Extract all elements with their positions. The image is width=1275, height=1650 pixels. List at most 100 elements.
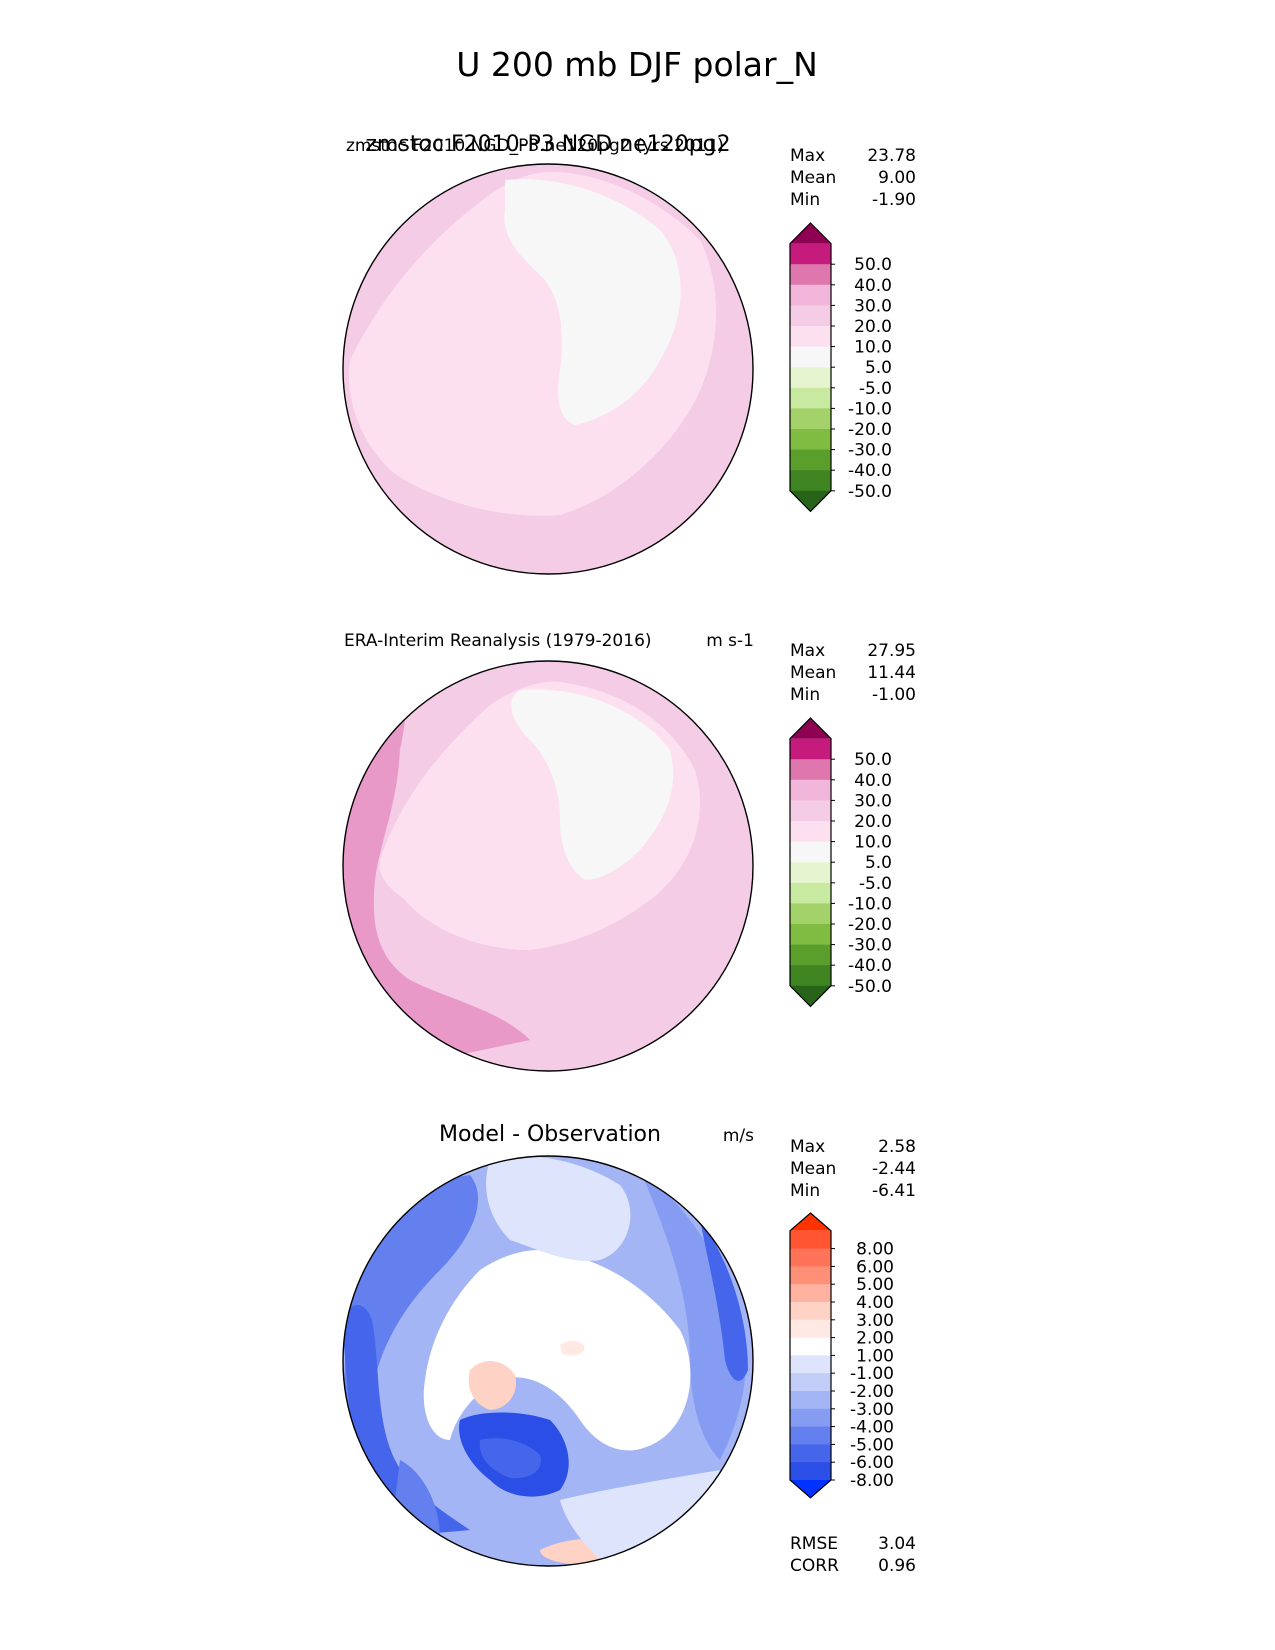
map-diff-band-s2 xyxy=(479,1438,541,1479)
colorbar-tick-label: 1.00 xyxy=(856,1346,894,1366)
colorbar-swatch xyxy=(790,1391,831,1410)
map-diff-band-se2 xyxy=(700,1220,748,1381)
stat-value: 2.58 xyxy=(878,1137,916,1157)
stats-diff: Max 2.58 Mean -2.44 Min -6.41 xyxy=(790,1137,916,1201)
colorbar-tick-label: 30.0 xyxy=(854,296,892,316)
panel-ref-units: m s-1 xyxy=(706,631,754,651)
figure-title: U 200 mb DJF polar_N xyxy=(456,45,818,84)
stats-test: Max 23.78 Mean 9.00 Min -1.90 xyxy=(790,146,916,210)
colorbar-tick-label: -50.0 xyxy=(848,482,892,502)
colorbar-tick-label: -8.00 xyxy=(850,1471,894,1491)
colorbar-swatch xyxy=(790,965,831,987)
colorbar-swatch xyxy=(790,387,831,409)
colorbar-tick-label: -20.0 xyxy=(848,420,892,440)
colorbar-swatch xyxy=(790,367,831,389)
colorbar-swatch xyxy=(790,800,831,822)
metric-value: 3.04 xyxy=(878,1534,916,1554)
stat-value: 9.00 xyxy=(878,168,916,188)
panel-test-title: zmstoc F2010 NGD_P3.ne120pg2 (yrs 2011) xyxy=(346,136,724,156)
colorbar-swatch xyxy=(790,1302,831,1321)
map-test-band-weak xyxy=(504,179,681,425)
colorbar-swatch xyxy=(790,264,831,286)
stat-value: 27.95 xyxy=(867,641,916,661)
colorbar-tick-label: 3.00 xyxy=(856,1311,894,1331)
colorbar-extend-min xyxy=(790,1480,831,1498)
colorbar-tick-label: -5.00 xyxy=(850,1435,894,1455)
map-diff xyxy=(342,1155,754,1567)
stat-value: -1.90 xyxy=(872,190,916,210)
stat-value: 11.44 xyxy=(867,663,916,683)
colorbar-extend-max xyxy=(790,718,831,739)
colorbar-swatch xyxy=(790,1319,831,1339)
colorbar-swatch xyxy=(790,284,831,306)
colorbar-tick-label: -4.00 xyxy=(850,1418,894,1438)
metric-value: 0.96 xyxy=(878,1556,916,1576)
colorbar-extend-min xyxy=(790,985,831,1007)
colorbar-swatch xyxy=(790,1337,831,1356)
stat-value: -6.41 xyxy=(872,1181,916,1201)
colorbar-swatch xyxy=(790,1355,831,1374)
colorbar-swatch xyxy=(790,862,831,884)
colorbar-swatch xyxy=(790,1408,831,1428)
colorbar-swatch xyxy=(790,243,831,265)
metric-label: CORR xyxy=(790,1556,839,1576)
stat-value: 23.78 xyxy=(867,146,916,166)
map-diff-band-pos1 xyxy=(468,1360,516,1410)
colorbar-swatch xyxy=(790,903,831,925)
colorbar-tick-label: 8.00 xyxy=(856,1240,894,1260)
colorbar-swatch xyxy=(790,1266,831,1285)
colorbar-outline xyxy=(789,1212,832,1499)
colorbar-swatch xyxy=(790,470,831,492)
colorbar-tick-label: 40.0 xyxy=(854,771,892,791)
colorbar-tick-label: 10.0 xyxy=(854,338,892,358)
colorbar-tick-label: 50.0 xyxy=(854,750,892,770)
colorbar-swatch xyxy=(790,882,831,904)
colorbar-tick-label: 4.00 xyxy=(856,1293,894,1313)
colorbar-swatch xyxy=(790,1230,831,1250)
colorbar-tick-label: -10.0 xyxy=(848,894,892,914)
colorbar-tick-label: 10.0 xyxy=(854,833,892,853)
colorbar-swatch xyxy=(790,759,831,781)
colorbar-swatch xyxy=(790,924,831,946)
colorbar-tick-label: -50.0 xyxy=(848,977,892,997)
colorbar-tick-label: 5.0 xyxy=(865,853,892,873)
colorbar-tick-label: -40.0 xyxy=(848,956,892,976)
colorbar-tick-label: -5.0 xyxy=(859,379,892,399)
colorbar-tick-label: -30.0 xyxy=(848,936,892,956)
stat-label: Max xyxy=(790,641,825,661)
colorbar-tick-label: -20.0 xyxy=(848,915,892,935)
map-diff-band-center xyxy=(423,1250,691,1451)
stat-label: Max xyxy=(790,146,825,166)
colorbar-reference: 50.040.030.020.010.05.0-5.0-10.0-20.0-30… xyxy=(789,717,892,1008)
colorbar-swatch xyxy=(790,346,831,368)
colorbar-tick-label: 30.0 xyxy=(854,791,892,811)
colorbar-tick-label: -2.00 xyxy=(850,1382,894,1402)
panel-diff-units: m/s xyxy=(723,1126,754,1146)
metrics-diff: RMSE 3.04 CORR 0.96 xyxy=(790,1534,916,1576)
colorbar-outline xyxy=(789,222,832,513)
colorbar-extend-min xyxy=(790,490,831,512)
colorbar-tick-label: 50.0 xyxy=(854,255,892,275)
colorbar-swatch xyxy=(790,326,831,348)
colorbar-swatch xyxy=(790,821,831,843)
colorbar-swatch xyxy=(790,1462,831,1481)
colorbar-tick-label: -40.0 xyxy=(848,461,892,481)
stat-label: Mean xyxy=(790,168,836,188)
stat-label: Mean xyxy=(790,663,836,683)
colorbar-swatch xyxy=(790,449,831,471)
colorbar-swatch xyxy=(790,944,831,966)
stat-label: Min xyxy=(790,685,820,705)
colorbar-tick-label: -30.0 xyxy=(848,441,892,461)
map-diff-band-pos2 xyxy=(560,1340,585,1356)
colorbar-tick-label: 2.00 xyxy=(856,1329,894,1349)
colorbar-swatch xyxy=(790,408,831,430)
map-diff-band-se1 xyxy=(640,1170,747,1460)
colorbar-tick-label: 20.0 xyxy=(854,812,892,832)
colorbar-swatch xyxy=(790,779,831,801)
map-diff-band-n xyxy=(486,1156,631,1261)
panel-ref-title: ERA-Interim Reanalysis (1979-2016) xyxy=(344,631,652,651)
colorbar-tick-label: -6.00 xyxy=(850,1453,894,1473)
colorbar-tick-label: 40.0 xyxy=(854,276,892,296)
stat-value: -2.44 xyxy=(872,1159,916,1179)
